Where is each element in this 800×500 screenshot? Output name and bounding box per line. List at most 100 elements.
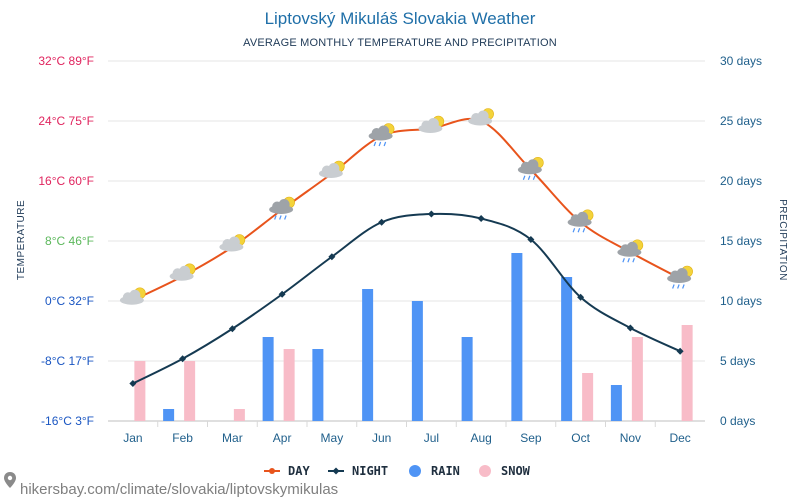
raindrop: [632, 258, 635, 263]
rain-bar: [610, 385, 622, 421]
snow-bar: [134, 361, 146, 421]
snow-bar: [283, 349, 295, 421]
legend-item-snow[interactable]: SNOW: [479, 464, 531, 478]
cloud-shape: [676, 268, 688, 279]
raindrop: [622, 258, 625, 263]
day-line: [132, 117, 681, 302]
x-tick-label: Sep: [520, 431, 542, 445]
night-point: [477, 215, 485, 222]
night-point: [228, 325, 236, 333]
location-pin-icon: [4, 472, 16, 488]
x-tick-label: Aug: [470, 431, 491, 445]
rain-cloud-icon: [368, 123, 395, 147]
x-tick-label: Jun: [372, 431, 391, 445]
cloud-shape: [577, 211, 589, 223]
snow-bar: [582, 373, 594, 421]
sun-cloud-icon: [169, 263, 196, 281]
legend-marker: [409, 465, 421, 477]
chart-subtitle: AVERAGE MONTHLY TEMPERATURE AND PRECIPIT…: [243, 37, 557, 49]
cloud-shape: [228, 236, 240, 248]
raindrop: [383, 141, 387, 147]
axis-labels: 32°C 89°F 24°C 75°F 16°C 60°F 8°C 46°F 0°C 3…: [38, 54, 762, 445]
raindrop: [279, 215, 282, 220]
snow-bar: [631, 337, 643, 421]
sun-cloud-icon: [318, 160, 345, 178]
left-axis-title: TEMPERATURE: [16, 200, 27, 280]
sun-cloud-icon: [468, 108, 494, 126]
precipitation-bars: [134, 253, 693, 421]
snow-bar: [184, 361, 196, 421]
right-tick-label: 10 days: [720, 294, 762, 308]
raindrop: [284, 215, 287, 220]
night-point: [527, 236, 535, 243]
night-point: [179, 355, 187, 363]
sun-cloud-icon: [418, 115, 445, 133]
rain-cloud-icon: [567, 209, 594, 233]
raindrop: [373, 141, 377, 147]
night-point: [328, 253, 336, 261]
rain-bar: [163, 409, 175, 421]
left-tick-label: -16°C 3°F: [41, 414, 94, 428]
sun-cloud-icon: [219, 234, 246, 252]
rain-bar: [561, 277, 573, 421]
raindrop: [522, 175, 526, 180]
left-tick-label: 32°C 89°F: [38, 54, 94, 68]
right-tick-label: 30 days: [720, 54, 762, 68]
rain-bar: [262, 337, 274, 421]
raindrop: [274, 215, 277, 220]
raindrop: [378, 141, 382, 147]
chart-title: Liptovský Mikuláš Slovakia Weather: [265, 9, 536, 28]
left-tick-label: 16°C 60°F: [38, 174, 94, 188]
rain-cloud-icon: [269, 196, 295, 220]
cloud-shape: [129, 289, 141, 301]
rain-bar: [411, 301, 423, 421]
raindrop: [582, 228, 586, 233]
x-tick-label: Nov: [620, 431, 641, 445]
night-point: [278, 290, 286, 298]
right-tick-label: 15 days: [720, 234, 762, 248]
x-tick-label: Feb: [172, 431, 193, 445]
left-tick-label: 8°C 46°F: [45, 234, 94, 248]
legend-marker: [269, 468, 275, 474]
cloud-shape: [527, 159, 539, 171]
night-point: [129, 380, 137, 387]
rain-cloud-icon: [667, 265, 693, 289]
legend: DAY NIGHT RAIN SNOW: [264, 464, 531, 478]
x-tick-label: Apr: [273, 431, 292, 445]
right-tick-label: 5 days: [720, 354, 755, 368]
rain-bar: [362, 289, 374, 421]
source-link[interactable]: hikersbay.com/climate/slovakia/liptovsky…: [4, 472, 338, 498]
rain-cloud-icon: [617, 239, 644, 263]
legend-item-rain[interactable]: RAIN: [409, 464, 460, 478]
night-line: [132, 212, 681, 385]
night-point: [427, 210, 435, 218]
x-tick-label: Mar: [222, 431, 243, 445]
rain-bar: [461, 337, 473, 421]
cloud-shape: [477, 110, 489, 122]
night-point: [626, 324, 634, 332]
snow-bar: [681, 325, 693, 421]
right-axis-title: PRECIPITATION: [777, 199, 788, 281]
cloud-shape: [626, 241, 638, 253]
legend-label: SNOW: [501, 464, 531, 478]
raindrop: [672, 284, 675, 289]
cloud-shape: [427, 118, 439, 129]
x-tick-label: Jul: [424, 431, 439, 445]
night-point: [577, 293, 585, 301]
legend-item-day[interactable]: DAY: [264, 464, 310, 478]
source-url: hikersbay.com/climate/slovakia/liptovsky…: [20, 481, 338, 498]
raindrop: [627, 258, 630, 263]
legend-label: DAY: [288, 464, 310, 478]
left-tick-label: 0°C 32°F: [45, 294, 94, 308]
right-tick-label: 25 days: [720, 114, 762, 128]
sun-cloud-icon: [119, 287, 146, 305]
cloud-shape: [378, 125, 390, 137]
left-tick-label: -8°C 17°F: [41, 354, 94, 368]
raindrop: [677, 284, 680, 289]
night-point: [378, 218, 386, 226]
legend-item-night[interactable]: NIGHT: [328, 464, 388, 478]
weather-icons: [119, 108, 693, 305]
rain-cloud-icon: [517, 156, 544, 180]
left-tick-label: 24°C 75°F: [38, 114, 94, 128]
